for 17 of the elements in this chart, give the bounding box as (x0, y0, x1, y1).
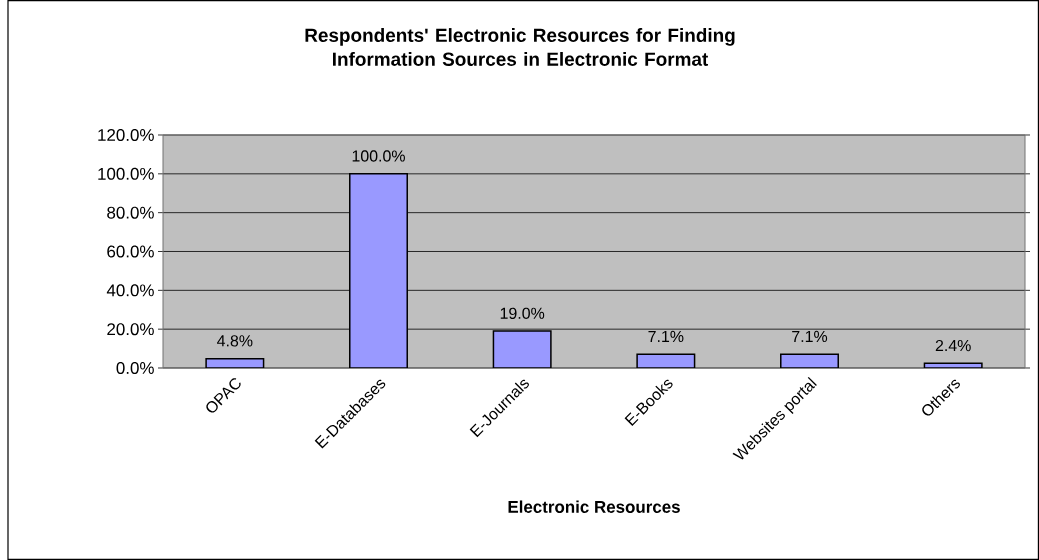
y-tick-label: 0.0% (116, 362, 154, 374)
data-label: 2.4% (935, 339, 971, 352)
y-tick-label: 40.0% (106, 284, 154, 297)
bar (349, 173, 408, 368)
bar (492, 330, 552, 368)
x-axis-title: Electronic Resources (508, 500, 680, 513)
y-tick-label: 60.0% (107, 245, 154, 258)
y-tick-label: 80.0% (107, 206, 154, 219)
y-tick-label: 20.0% (107, 323, 154, 336)
data-label: 19.0% (500, 307, 545, 319)
data-label: 7.1% (648, 330, 684, 343)
y-tick-label: 120.0% (98, 129, 154, 141)
y-tick-label: 100.0% (98, 167, 154, 180)
data-label: 4.8% (217, 335, 253, 347)
data-label: 100.0% (352, 150, 405, 162)
data-label: 7.1% (792, 330, 828, 343)
chart-title: Respondents' Electronic Resources for Finding Information Sources in Electronic Format (305, 28, 735, 66)
